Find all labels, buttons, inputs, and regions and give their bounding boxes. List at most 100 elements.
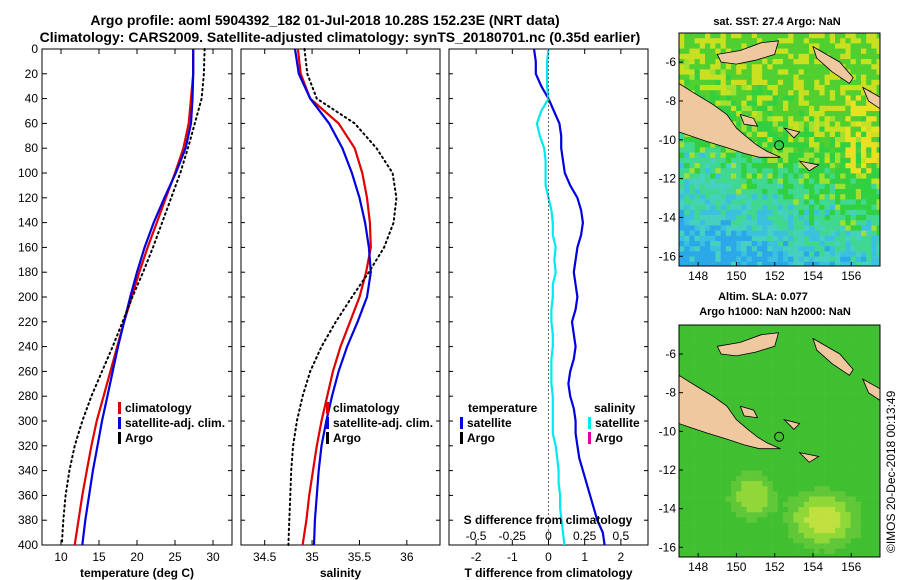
sla-map-cell [835, 543, 841, 549]
sla-map-cell [793, 512, 799, 518]
sst-map-cell [871, 199, 877, 205]
sla-map-cell [845, 553, 851, 557]
sst-map-cell [751, 235, 758, 242]
sst-map-cell [871, 241, 877, 247]
sst-map-cell [788, 64, 794, 70]
sst-map-cell [710, 194, 716, 200]
sla-map-cell [861, 517, 867, 523]
sla-map-cell [741, 382, 747, 388]
sla-map-cell [757, 527, 763, 534]
sst-map-cell [803, 261, 810, 266]
sst-map-cell [824, 79, 831, 86]
sst-map-cell [699, 215, 706, 221]
sla-map-cell [684, 475, 690, 482]
sst-map-cell [684, 235, 690, 242]
sst-map-cell [736, 157, 742, 164]
sst-map-cell [772, 137, 779, 143]
sla-map-cell [731, 507, 737, 513]
sla-map-cell [793, 356, 799, 362]
sst-map-cell [757, 256, 763, 263]
sla-map-cell [855, 325, 862, 331]
sla-map-cell [819, 543, 825, 549]
sla-map-cell [694, 371, 701, 378]
sla-map-cell [762, 512, 768, 518]
sst-map-cell [845, 241, 851, 247]
sla-map-cell [845, 418, 851, 425]
sst-map-cell [762, 74, 768, 81]
sla-map-cell [876, 475, 880, 482]
sst-map-cell [798, 199, 805, 205]
sst-map-cell [861, 69, 867, 75]
sla-map-cell [840, 533, 846, 539]
sst-map-cell [772, 111, 779, 117]
sst-map-cell [694, 215, 701, 221]
sst-map-cell [871, 209, 877, 216]
sla-map-cell [783, 491, 789, 497]
sst-map-cell [689, 230, 695, 237]
sla-map-cell [835, 475, 841, 482]
sst-map-cell [829, 126, 836, 133]
sla-map-cell [736, 527, 742, 534]
sst-map-cell [762, 183, 768, 190]
sla-map-cell [694, 507, 701, 513]
sla-map-cell [731, 491, 737, 497]
sst-map-cell [705, 33, 711, 39]
sla-map-cell [679, 330, 685, 336]
sla-map-cell [736, 444, 742, 451]
sla-map-cell [772, 418, 779, 425]
sst-map-cell [772, 194, 779, 200]
sla-map-cell [757, 455, 763, 461]
sla-map-cell [798, 481, 805, 487]
sst-map-cell [850, 43, 857, 49]
sla-map-cell [783, 481, 789, 487]
sst-map-cell [803, 111, 810, 117]
sst-map-cell [741, 100, 747, 107]
sla-map-cell [783, 553, 789, 557]
sla-map-cell [725, 335, 732, 341]
sst-map-cell [788, 85, 794, 91]
sla-map-cell [767, 351, 773, 357]
sla-map-cell [840, 340, 846, 347]
sst-map-cell [829, 194, 836, 200]
sla-map-cell [876, 434, 880, 440]
sla-map-cell [798, 330, 805, 336]
sst-map-cell [814, 241, 820, 247]
sla-map-cell [798, 533, 805, 539]
sla-map-cell [861, 423, 867, 430]
sst-map-cell [715, 256, 721, 263]
sst-map-cell [866, 204, 872, 211]
sst-map-cell [777, 33, 784, 39]
sla-map-cell [819, 335, 825, 341]
sla-map-cell [772, 366, 779, 373]
sla-map-cell [783, 507, 789, 513]
sst-map-cell [783, 173, 789, 179]
sst-map-cell [705, 147, 711, 153]
sla-map-cell [824, 413, 831, 419]
sst-map-cell [835, 90, 841, 96]
sla-map-cell [840, 413, 846, 419]
sla-map-cell [694, 553, 701, 557]
sst-map-cell [757, 235, 763, 242]
sla-map-cell [803, 517, 810, 523]
sst-map-cell [866, 100, 872, 107]
sst-map-cell [731, 183, 737, 190]
sst-map-cell [720, 173, 727, 179]
sla-map-cell [715, 533, 721, 539]
sst-map-cell [751, 183, 758, 190]
sst-map-cell [855, 53, 862, 60]
sst-map-cell [855, 121, 862, 127]
sst-map-cell [710, 261, 716, 266]
sla-map-cell [866, 366, 872, 373]
sst-map-cell [710, 100, 716, 107]
sst-map-cell [679, 241, 685, 247]
sst-map-cell [767, 199, 773, 205]
sla-map-cell [679, 501, 685, 508]
sla-map-cell [871, 403, 877, 409]
sst-map-cell [871, 235, 877, 242]
sst-map-cell [793, 199, 799, 205]
sla-map-cell [684, 439, 690, 445]
sst-map-cell [689, 33, 695, 39]
sla-map-cell [814, 423, 820, 430]
sst-map-cell [866, 241, 872, 247]
sla-map-cell [798, 335, 805, 341]
